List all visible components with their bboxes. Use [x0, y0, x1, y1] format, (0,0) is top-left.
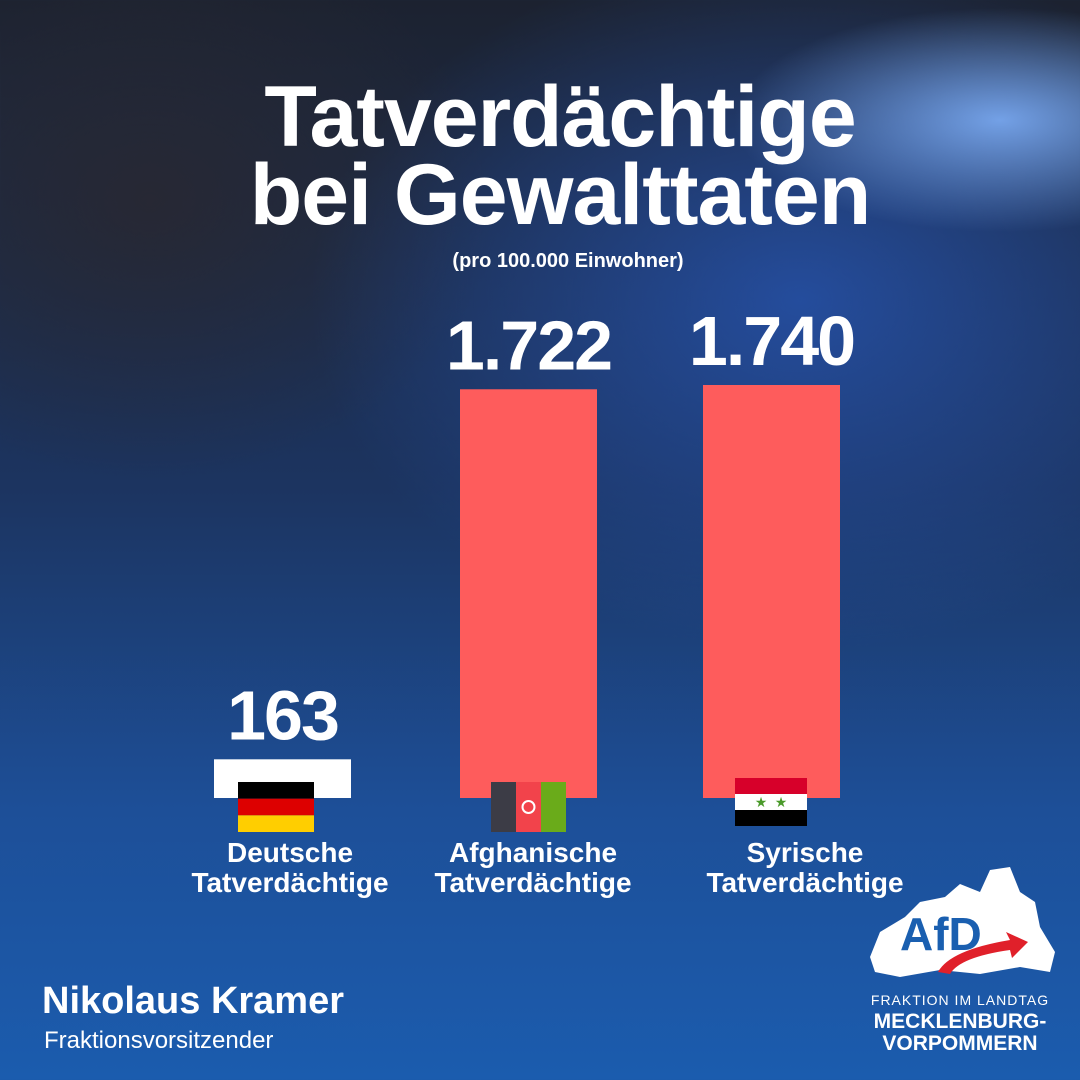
flag-stripe [735, 778, 807, 794]
mv-map-logo-icon: AfD [870, 867, 1055, 977]
category-label-1: Afghanische Tatverdächtige [413, 838, 653, 898]
bar-2 [703, 385, 840, 798]
afd-logo: AfD FRAKTION IM LANDTAG MECKLENBURG- VOR… [860, 862, 1070, 1055]
flag-star: ★ [755, 794, 768, 810]
chart-title: Tatverdächtige bei Gewalttaten [0, 69, 1080, 243]
afghanistan-flag-icon [491, 782, 566, 832]
category-label-line: Syrische [746, 837, 864, 868]
flag-emblem [521, 800, 536, 814]
flag-stripe [735, 794, 807, 810]
author-role: Fraktionsvorsitzender [44, 1027, 274, 1054]
chart-subtitle: (pro 100.000 Einwohner) [452, 250, 684, 272]
flag-stripe [238, 815, 314, 832]
bar-1 [460, 389, 597, 798]
title-line-2: bei Gewalttaten [249, 147, 872, 243]
flag-stripe [541, 782, 566, 832]
flag-stripe [516, 782, 541, 832]
category-label-line: Deutsche [226, 837, 354, 868]
germany-flag-icon [238, 782, 314, 832]
logo-line-3: VORPOMMERN [882, 1032, 1038, 1055]
category-label-line: Tatverdächtige [706, 867, 904, 898]
value-label-1: 1.722 [446, 306, 611, 384]
author-name: Nikolaus Kramer [42, 980, 345, 1022]
value-label-2: 1.740 [689, 302, 854, 380]
flag-star: ★ [775, 794, 788, 810]
logo-line-2: MECKLENBURG- [873, 1010, 1047, 1033]
flag-stripe [491, 782, 516, 832]
value-label-0: 163 [227, 676, 338, 754]
category-label-line: Afghanische [448, 837, 618, 868]
category-label-2: Syrische Tatverdächtige [685, 838, 925, 898]
category-label-line: Tatverdächtige [434, 867, 632, 898]
flag-stripe [238, 782, 314, 799]
flag-stripe [238, 798, 314, 816]
category-label-line: Tatverdächtige [191, 867, 389, 898]
title-line-1: Tatverdächtige [264, 69, 856, 165]
syria-flag-icon: ★ ★ [735, 778, 807, 826]
flag-stripe [735, 810, 807, 826]
category-label-0: Deutsche Tatverdächtige [170, 838, 410, 898]
logo-line-1: FRAKTION IM LANDTAG [870, 992, 1050, 1008]
